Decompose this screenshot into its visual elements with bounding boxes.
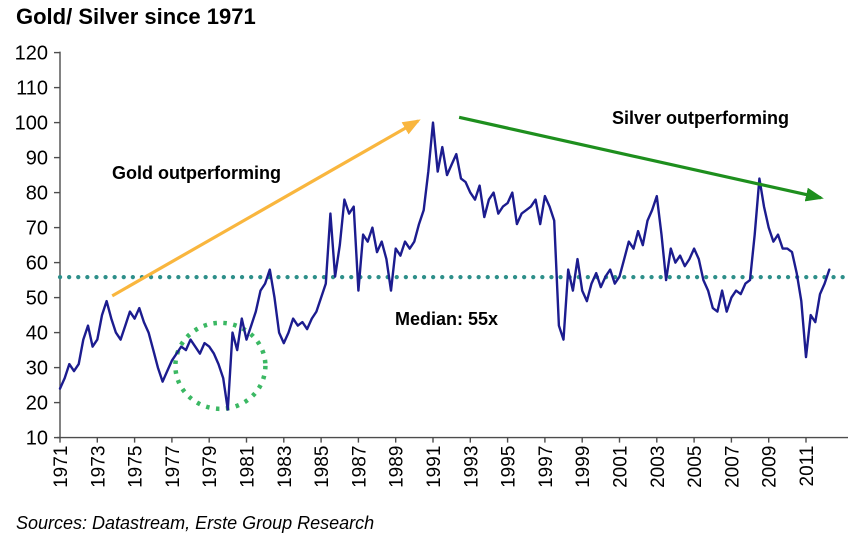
x-tick-label: 1973 xyxy=(88,446,109,488)
y-tick-label: 110 xyxy=(16,78,48,100)
source-citation: Sources: Datastream, Erste Group Researc… xyxy=(16,513,375,533)
gold-outperforming-label: Gold outperforming xyxy=(112,163,281,183)
highlight-circle xyxy=(173,320,268,412)
x-tick-label: 1989 xyxy=(387,446,408,488)
y-tick-label: 60 xyxy=(26,253,48,275)
silver-outperforming-label: Silver outperforming xyxy=(612,108,790,128)
y-tick-label: 10 xyxy=(26,428,48,450)
x-tick-label: 2005 xyxy=(685,446,706,488)
y-tick-label: 50 xyxy=(26,288,48,310)
x-tick-label: 1975 xyxy=(126,446,147,488)
x-tick-label: 2003 xyxy=(648,446,669,488)
x-tick-label: 1987 xyxy=(349,446,370,488)
ratio-line xyxy=(58,121,831,411)
y-tick-label: 80 xyxy=(26,183,48,205)
x-tick-label: 1983 xyxy=(275,446,296,488)
x-tick-label: 1997 xyxy=(536,446,557,488)
silver-arrow xyxy=(458,115,824,202)
y-tick-label: 120 xyxy=(15,43,48,65)
x-tick-label: 1971 xyxy=(51,446,72,488)
y-tick-label: 100 xyxy=(15,113,48,135)
x-tick-label: 2007 xyxy=(722,446,743,488)
x-tick-label: 1985 xyxy=(312,446,333,488)
y-tick-label: 90 xyxy=(26,148,48,170)
y-tick-label: 70 xyxy=(26,218,48,240)
x-tick-label: 1993 xyxy=(461,446,482,488)
x-tick-label: 1981 xyxy=(238,446,259,488)
y-tick-label: 20 xyxy=(26,393,48,415)
x-tick-label: 1999 xyxy=(573,446,594,488)
x-tick-label: 2011 xyxy=(797,446,818,487)
x-tick-label: 1991 xyxy=(424,446,445,488)
x-tick-label: 1979 xyxy=(200,446,221,488)
median-label: Median: 55x xyxy=(395,309,499,329)
y-tick-label: 30 xyxy=(26,358,48,380)
page-title: Gold/ Silver since 1971 xyxy=(16,4,256,29)
x-tick-label: 2009 xyxy=(760,446,781,488)
x-tick-label: 2001 xyxy=(611,446,632,488)
y-tick-label: 40 xyxy=(26,323,48,345)
gold-arrow xyxy=(111,119,421,298)
x-tick-label: 1995 xyxy=(499,446,520,488)
x-tick-label: 1977 xyxy=(163,446,184,488)
